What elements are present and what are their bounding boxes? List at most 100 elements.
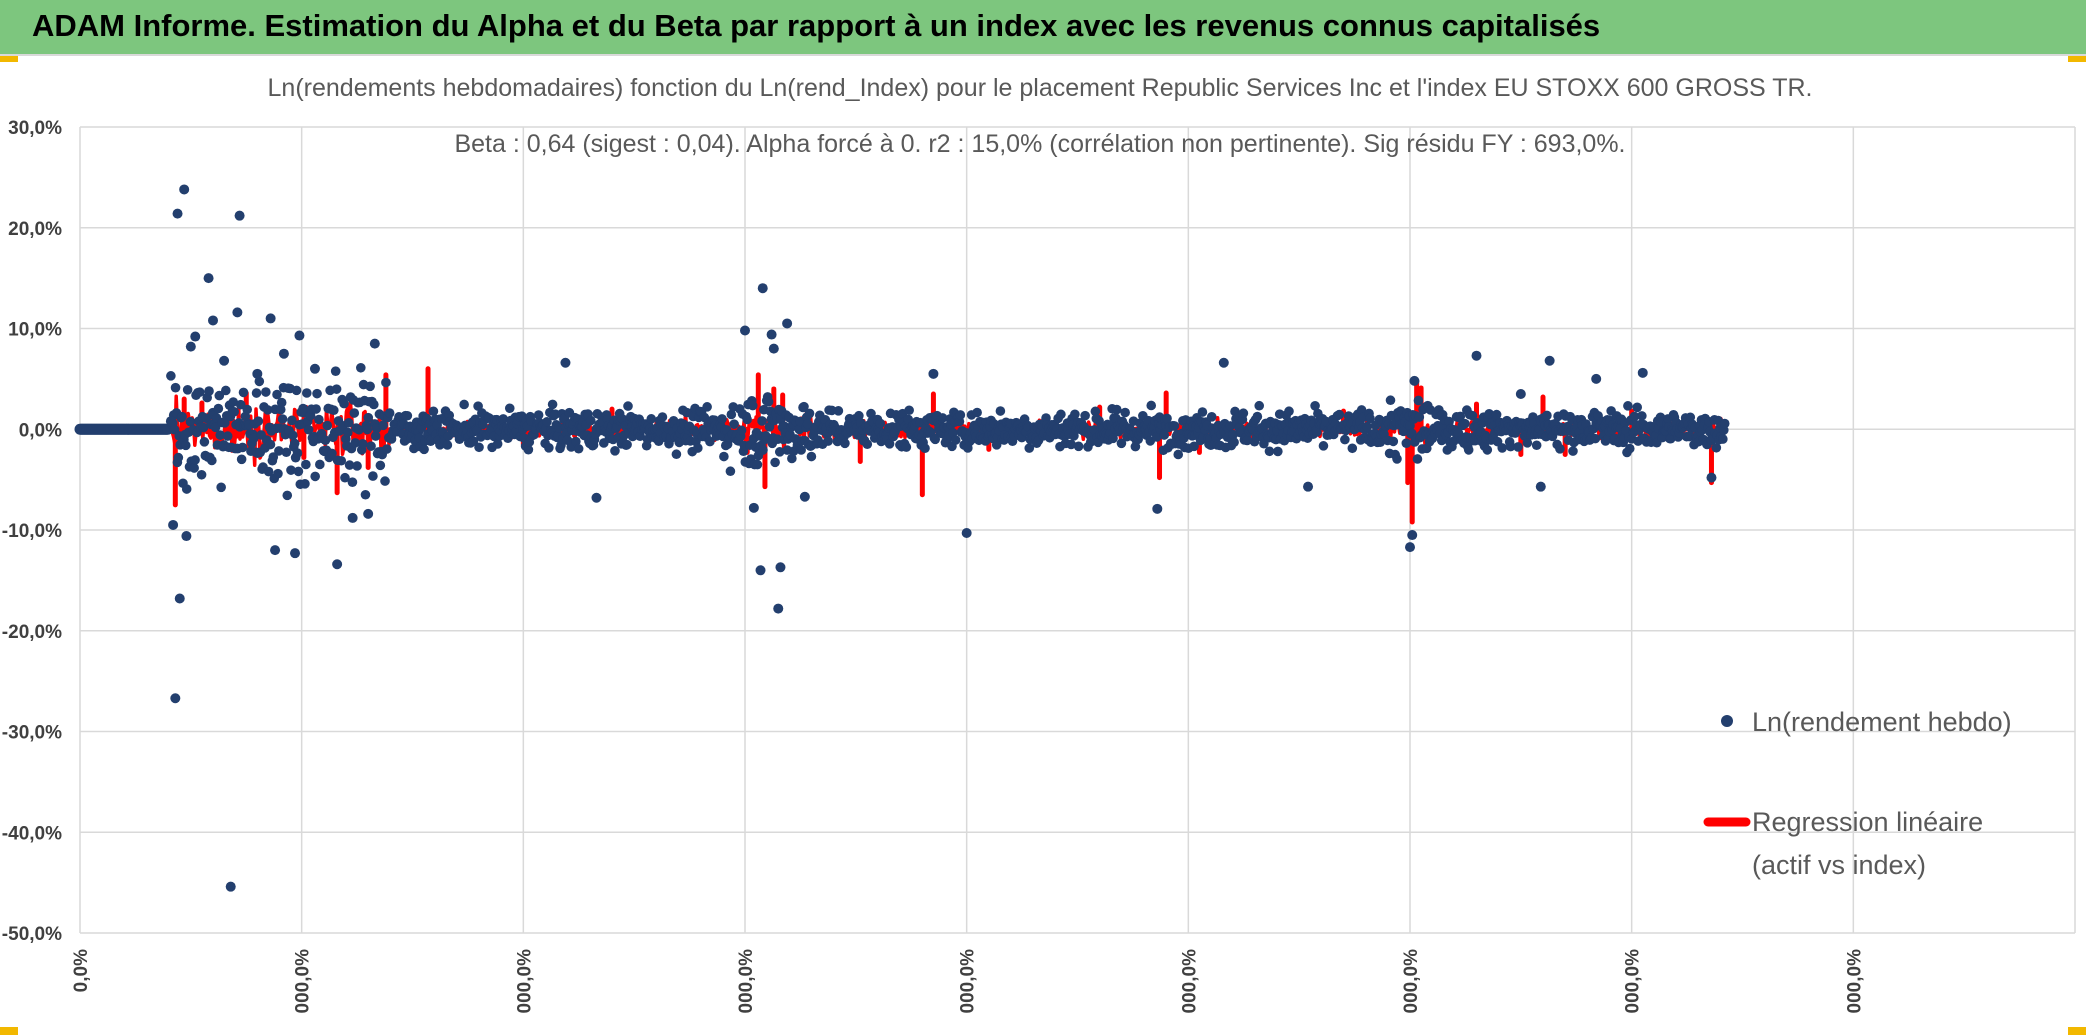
data-point <box>799 401 809 412</box>
data-point <box>866 408 876 419</box>
legend-label-regression-line1: Regression linéaire <box>1752 807 1983 837</box>
data-point <box>170 382 181 393</box>
data-point-outlier <box>270 545 281 556</box>
data-point <box>930 434 941 445</box>
scatter-chart: Ln(rendements hebdomadaires) fonction du… <box>2 74 2076 1014</box>
data-point <box>382 444 392 454</box>
data-point <box>342 427 353 438</box>
data-point <box>336 455 347 466</box>
data-point <box>1111 404 1122 415</box>
data-point <box>671 449 682 460</box>
data-point <box>182 385 193 395</box>
data-point-outlier <box>179 184 190 195</box>
data-point <box>343 417 354 428</box>
data-point-outlier <box>219 355 230 366</box>
data-point <box>189 463 199 473</box>
data-point <box>380 476 390 486</box>
data-point <box>774 447 785 457</box>
data-point <box>1264 446 1275 457</box>
data-point <box>442 440 453 450</box>
data-point <box>717 414 727 424</box>
data-point <box>1312 427 1322 437</box>
data-point <box>350 438 361 448</box>
data-point <box>1522 438 1533 448</box>
data-point <box>204 386 214 396</box>
data-point <box>340 472 350 483</box>
data-point-outlier <box>290 548 301 559</box>
data-point <box>314 414 324 425</box>
data-point <box>757 416 767 426</box>
data-point <box>357 438 368 449</box>
data-point <box>523 444 534 455</box>
data-point <box>1401 438 1412 448</box>
corner-marker-top-left <box>0 54 18 62</box>
data-point <box>1513 442 1523 452</box>
data-point <box>758 445 768 455</box>
data-point <box>236 454 247 465</box>
data-point <box>547 399 558 410</box>
data-point-outlier <box>799 491 810 502</box>
data-point <box>1460 418 1470 429</box>
data-point <box>875 418 886 429</box>
data-point <box>356 362 366 373</box>
data-point <box>498 414 509 424</box>
data-point <box>1718 434 1728 444</box>
data-point-outlier <box>1591 373 1602 384</box>
y-tick-label: -50,0% <box>2 924 62 945</box>
data-point <box>1252 411 1263 422</box>
data-point <box>291 385 302 396</box>
data-point <box>904 405 914 416</box>
data-point-outlier <box>1637 367 1648 378</box>
data-point-outlier <box>165 416 176 427</box>
data-point <box>262 405 273 415</box>
data-point <box>275 404 286 415</box>
x-axis-tick-labels: 0,0% 000,0% 000,0% 000,0% 000,0% 000,0% 000,0%… <box>71 949 1865 1014</box>
data-point <box>854 410 864 421</box>
data-point <box>378 420 388 431</box>
data-point <box>623 401 633 411</box>
data-point <box>360 489 371 500</box>
data-point <box>1310 401 1320 411</box>
data-point <box>1173 449 1184 460</box>
data-point-outlier <box>190 331 201 342</box>
x-tick-label: 000,0% <box>514 949 535 1014</box>
data-point <box>1491 409 1502 420</box>
data-point <box>207 455 217 466</box>
data-point <box>347 477 358 487</box>
data-point <box>216 482 226 493</box>
data-point <box>370 431 381 441</box>
data-point <box>402 410 413 421</box>
data-point <box>419 444 429 455</box>
data-point <box>725 466 736 477</box>
data-point <box>1497 443 1508 453</box>
x-tick-label: 000,0% <box>293 949 314 1014</box>
data-point <box>330 366 341 376</box>
data-point <box>181 484 192 494</box>
data-point <box>248 433 259 444</box>
data-point <box>268 452 279 462</box>
data-point <box>1375 437 1386 448</box>
data-point <box>1624 443 1635 454</box>
data-point <box>1334 409 1345 420</box>
data-point-outlier <box>1515 388 1526 399</box>
data-point <box>972 407 982 418</box>
data-point <box>213 403 224 414</box>
data-point <box>273 468 283 479</box>
data-point <box>221 385 231 396</box>
data-point-outlier <box>294 330 305 341</box>
data-point-outlier <box>1535 481 1546 492</box>
data-point <box>1152 432 1162 442</box>
data-point <box>300 479 310 489</box>
data-point <box>995 406 1006 416</box>
data-point <box>303 424 314 435</box>
data-point <box>292 448 303 458</box>
data-point <box>190 455 200 465</box>
data-point <box>194 387 205 397</box>
y-tick-label: 0,0% <box>19 420 62 441</box>
data-point <box>1637 411 1647 421</box>
x-tick-label: 000,0% <box>1623 949 1644 1014</box>
data-point <box>237 442 248 453</box>
data-point <box>196 469 207 480</box>
data-point <box>763 396 774 407</box>
data-point <box>1590 433 1601 444</box>
